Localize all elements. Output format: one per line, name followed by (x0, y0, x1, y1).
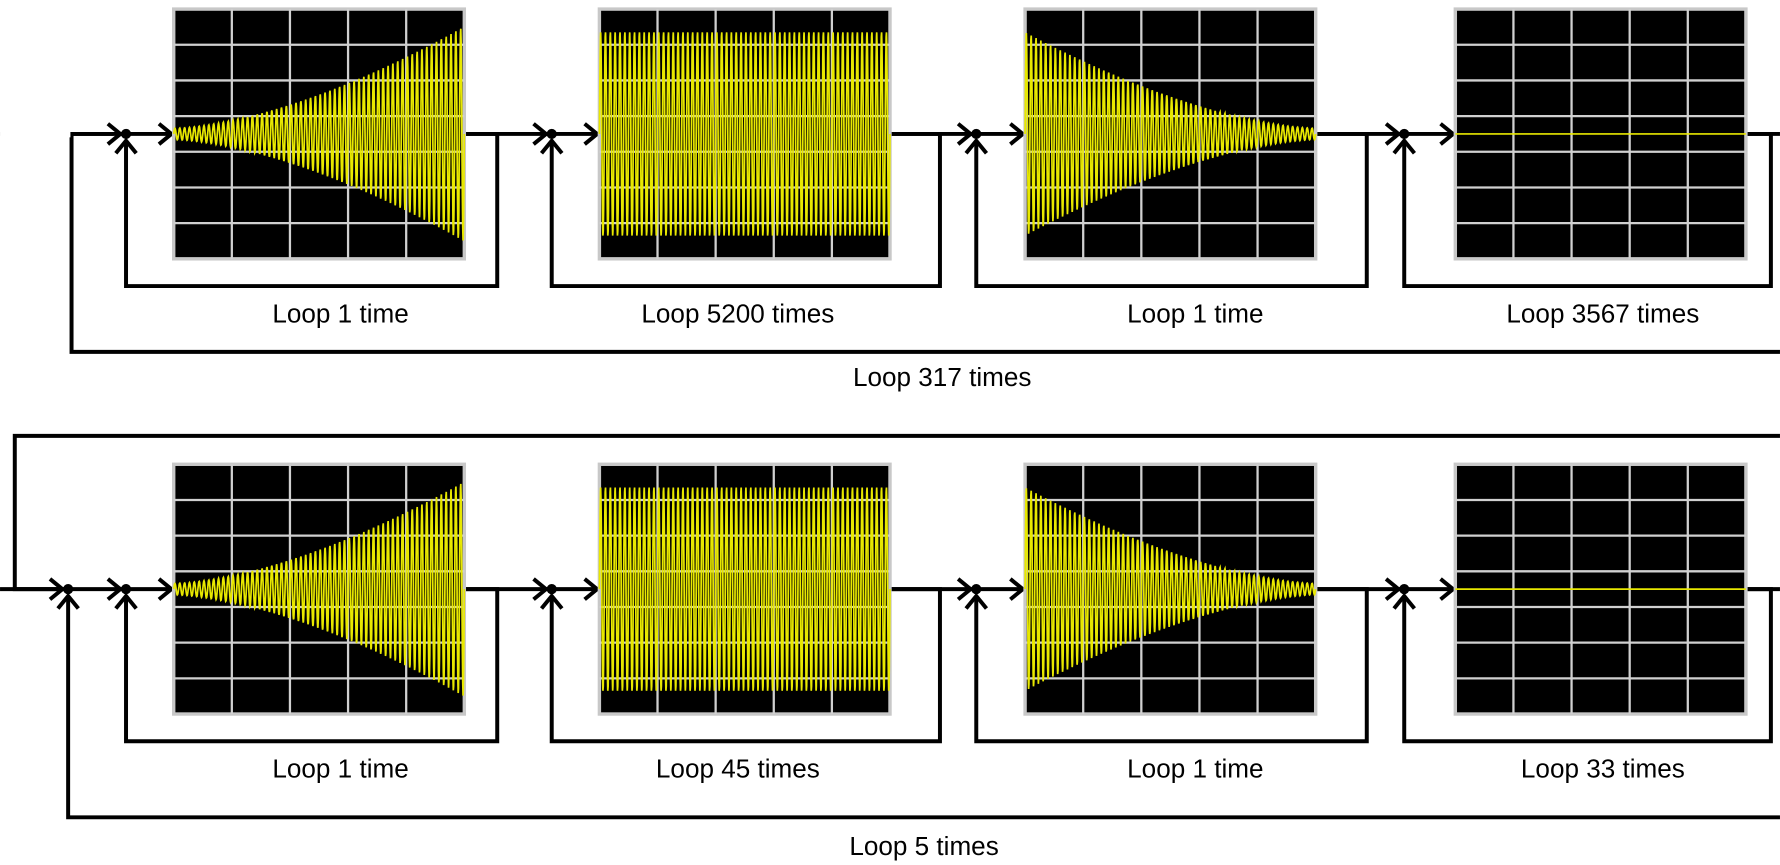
junction (1399, 584, 1409, 594)
waveform (599, 32, 890, 235)
junction (121, 584, 131, 594)
waveform (599, 488, 890, 691)
outer-loop-label: Loop 317 times (853, 362, 1031, 392)
loop-label: Loop 1 time (272, 298, 408, 328)
page: {"rows": [ {"segments": [{"label": "Loop… (0, 0, 1780, 865)
junction (547, 129, 557, 139)
loop-label: Loop 3567 times (1506, 298, 1699, 328)
junction (1399, 129, 1409, 139)
outer-loop-label: Loop 5 times (849, 831, 998, 861)
loop-label: Loop 33 times (1521, 754, 1685, 784)
loop-label: Loop 1 time (1127, 754, 1263, 784)
junction (971, 129, 981, 139)
loop-label: Loop 5200 times (641, 298, 834, 328)
junction (547, 584, 557, 594)
junction (121, 129, 131, 139)
loop-label: Loop 45 times (656, 754, 820, 784)
loop-label: Loop 1 time (1127, 298, 1263, 328)
junction (63, 584, 73, 594)
loop-label: Loop 1 time (272, 754, 408, 784)
mask (0, 131, 70, 138)
junction (971, 584, 981, 594)
loop-diagram: Loop 1 time Loop 5200 times Loop 1 time Loo… (0, 0, 1780, 865)
